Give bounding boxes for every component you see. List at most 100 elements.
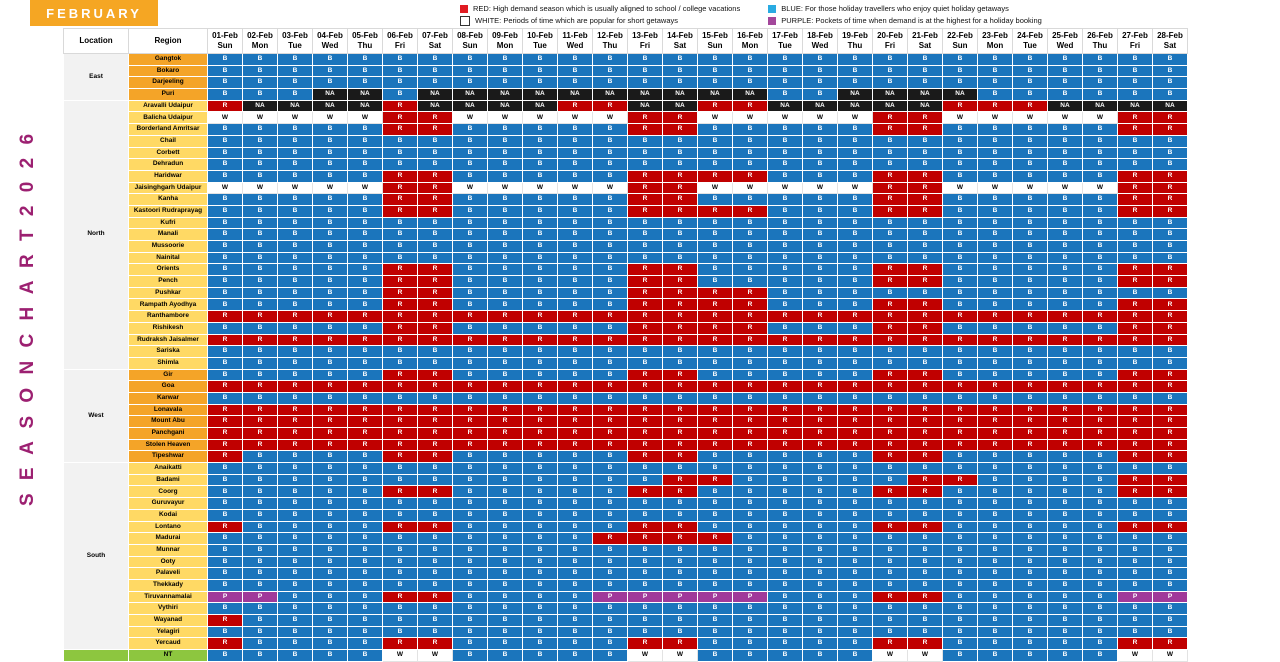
table-row: Bokaro B B B B B B B B B B B B B B B B B B B B B B B B B B B B (64, 64, 1188, 78)
season-cell: B (312, 520, 348, 534)
season-cell: R (662, 520, 698, 534)
legend: RED: High demand season which is usually… (460, 3, 1042, 26)
season-cell: B (1082, 368, 1118, 382)
season-cell: B (907, 251, 943, 265)
season-cell: B (837, 204, 873, 218)
season-cell: B (837, 193, 873, 206)
legend-item: RED: High demand season which is usually… (460, 3, 740, 14)
season-cell: B (277, 286, 313, 300)
season-cell: B (347, 345, 383, 358)
season-cell: B (277, 391, 313, 405)
season-cell: B (592, 53, 628, 66)
season-cell: B (1152, 578, 1188, 592)
season-cell: B (697, 356, 733, 370)
season-cell: B (242, 251, 278, 265)
season-cell: B (452, 204, 488, 218)
season-cell: B (802, 158, 838, 171)
season-cell: B (487, 146, 523, 160)
season-cell: B (312, 240, 348, 253)
season-cell: B (837, 216, 873, 230)
season-cell: B (592, 64, 628, 78)
season-cell: R (1047, 403, 1083, 417)
season-cell: B (732, 146, 768, 160)
season-cell: B (767, 298, 803, 312)
season-cell: B (627, 64, 663, 78)
season-cell: B (1012, 532, 1048, 545)
season-cell: R (662, 485, 698, 499)
season-cell: B (207, 228, 243, 241)
region-label: Coorg (128, 485, 208, 499)
season-cell: B (347, 53, 383, 66)
season-cell: B (802, 567, 838, 580)
season-cell: B (522, 520, 558, 534)
season-cell: B (627, 614, 663, 627)
season-cell: R (942, 310, 978, 323)
season-cell: B (417, 555, 453, 569)
season-cell: B (767, 158, 803, 171)
season-cell: R (207, 310, 243, 323)
season-cell: B (1152, 88, 1188, 101)
season-cell: B (802, 251, 838, 265)
table-row: Darjeeling B B B B B B B B B B B B B B B B B B B B B B B B B B B B (64, 76, 1188, 90)
season-cell: P (697, 590, 733, 604)
season-cell: B (942, 368, 978, 382)
season-cell: R (872, 438, 908, 452)
season-cell: NA (942, 88, 978, 101)
season-cell: R (627, 403, 663, 417)
season-cell: B (242, 169, 278, 183)
season-cell: R (1117, 485, 1153, 499)
season-cell: B (347, 590, 383, 604)
season-cell: R (207, 415, 243, 428)
season-cell: B (767, 345, 803, 358)
season-cell: R (277, 310, 313, 323)
season-cell: B (452, 473, 488, 487)
season-cell: B (347, 251, 383, 265)
season-cell: B (522, 590, 558, 604)
season-cell: B (382, 345, 418, 358)
season-cell: B (1012, 76, 1048, 90)
season-cell: B (977, 263, 1013, 277)
season-cell: B (1152, 251, 1188, 265)
season-cell: R (452, 310, 488, 323)
season-cell: R (697, 321, 733, 335)
season-cell: R (1012, 333, 1048, 347)
season-cell: B (417, 508, 453, 522)
season-cell: R (207, 438, 243, 452)
season-cell: B (662, 216, 698, 230)
season-cell: B (277, 614, 313, 627)
season-cell: B (487, 134, 523, 148)
season-cell: B (277, 228, 313, 241)
season-cell: B (347, 391, 383, 405)
season-cell: R (1117, 111, 1153, 125)
season-cell: R (732, 298, 768, 312)
season-cell: R (907, 450, 943, 464)
season-cell: B (767, 602, 803, 615)
season-cell: B (522, 76, 558, 90)
season-cell: B (312, 134, 348, 148)
season-cell: B (277, 345, 313, 358)
season-cell: R (872, 123, 908, 136)
season-cell: B (1012, 216, 1048, 230)
season-cell: R (1152, 520, 1188, 534)
season-cell: B (1047, 321, 1083, 335)
season-cell: B (242, 578, 278, 592)
season-cell: B (277, 169, 313, 183)
season-cell: B (1082, 462, 1118, 475)
season-cell: R (277, 415, 313, 428)
season-cell: B (242, 602, 278, 615)
season-cell: B (347, 134, 383, 148)
season-cell: B (907, 532, 943, 545)
region-label: Borderland Amritsar (128, 123, 208, 136)
season-cell: B (557, 520, 593, 534)
season-cell: B (382, 602, 418, 615)
season-cell: R (1012, 99, 1048, 113)
season-cell: B (522, 649, 558, 662)
season-cell: R (242, 438, 278, 452)
season-cell: W (802, 181, 838, 195)
season-cell: NA (837, 88, 873, 101)
season-cell: B (1117, 345, 1153, 358)
season-cell: NA (312, 88, 348, 101)
season-cell: B (347, 450, 383, 464)
season-cell: R (417, 169, 453, 183)
season-cell: B (767, 169, 803, 183)
